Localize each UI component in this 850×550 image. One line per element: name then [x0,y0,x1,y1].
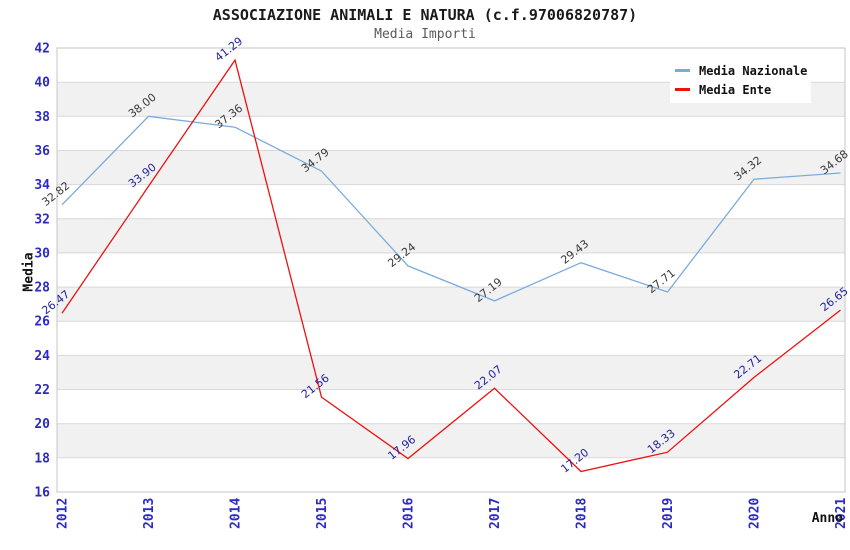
chart-title: ASSOCIAZIONE ANIMALI E NATURA (c.f.97006… [212,6,638,24]
y-tick-label: 34 [34,178,50,193]
x-tick-label: 2019 [661,498,676,529]
x-tick-label: 2014 [229,498,244,529]
y-tick-label: 28 [34,281,50,296]
legend-item-media-ente: Media Ente [675,80,811,99]
series-line-nazionale [61,115,841,302]
x-tick-label: 2018 [575,498,590,529]
y-tick-label: 18 [34,451,50,466]
x-tick-label: 2020 [748,498,763,529]
y-tick-label: 24 [34,349,50,364]
x-tick-label: 2013 [142,498,157,529]
plot-band [57,150,845,185]
y-tick-label: 40 [34,76,50,91]
y-tick-label: 22 [34,383,50,398]
x-tick-label: 2015 [315,498,330,529]
legend: Media Nazionale Media Ente [670,57,811,103]
plot-band [57,355,845,390]
plot-band [57,423,845,458]
plot-border [56,47,846,493]
plot-band [57,287,845,322]
chart-subtitle: Media Importi [374,27,476,42]
y-axis-title: Media [21,252,37,292]
legend-label-media-ente: Media Ente [699,82,772,97]
x-tick-label: 2012 [56,498,71,529]
y-tick-label: 30 [34,246,50,261]
y-tick-label: 16 [34,486,50,501]
y-tick-label: 32 [34,212,50,227]
series-line-ente [61,58,841,473]
x-axis-title: Anno [811,511,843,526]
data-label: 41.29 [212,35,245,65]
x-tick-label: 2016 [402,498,417,529]
y-tick-label: 20 [34,417,50,432]
y-tick-label: 26 [34,315,50,330]
legend-line-swatch-red-icon [675,88,690,91]
x-tick-label: 2017 [488,498,503,529]
plot-band [57,218,845,253]
legend-item-media-nazionale: Media Nazionale [675,61,811,80]
x-tick-label: 2021 [834,498,849,529]
legend-label-media-nazionale: Media Nazionale [699,63,808,78]
y-tick-label: 36 [34,144,50,159]
legend-line-swatch-blue-icon [675,69,690,72]
y-tick-label: 38 [34,110,50,125]
y-tick-label: 42 [34,42,50,57]
